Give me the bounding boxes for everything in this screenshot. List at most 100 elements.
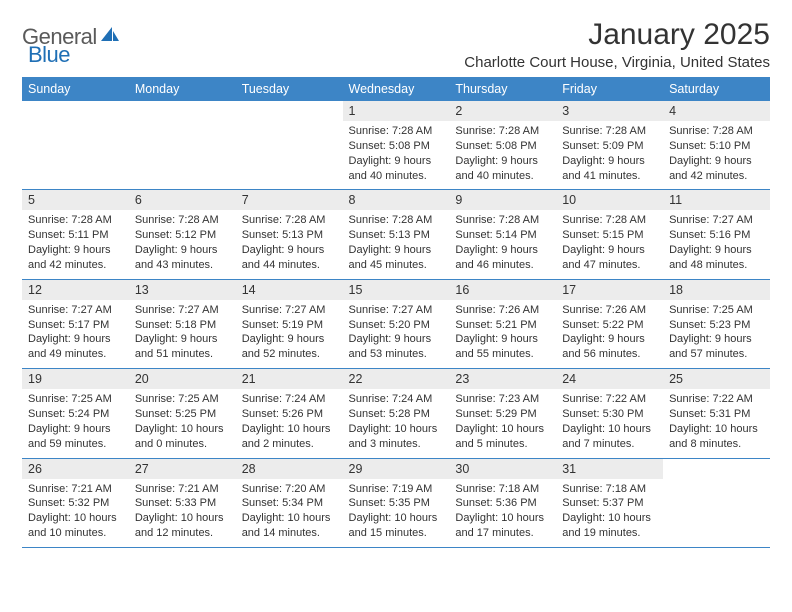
sunrise-value: 7:28 AM (499, 125, 539, 137)
sunrise-value: 7:28 AM (71, 214, 111, 226)
sunset-label: Sunset: (562, 229, 599, 241)
day-number-cell: 22 (343, 369, 450, 390)
sunset-value: 5:17 PM (68, 319, 109, 331)
daylight-label: Daylight: (28, 512, 71, 524)
daylight-label: Daylight: (242, 244, 285, 256)
sunset-label: Sunset: (669, 229, 706, 241)
day-number-cell: 31 (556, 458, 663, 479)
daylight-label: Daylight: (669, 244, 712, 256)
day-detail-cell: Sunrise: 7:21 AMSunset: 5:32 PMDaylight:… (22, 479, 129, 548)
sunrise-label: Sunrise: (562, 304, 602, 316)
sunset-value: 5:32 PM (68, 497, 109, 509)
day-number-cell: 4 (663, 101, 770, 121)
sunrise-label: Sunrise: (455, 125, 495, 137)
sunset-value: 5:30 PM (603, 408, 644, 420)
weekday-header: Monday (129, 77, 236, 101)
day-detail-cell: Sunrise: 7:27 AMSunset: 5:16 PMDaylight:… (663, 210, 770, 279)
sunrise-label: Sunrise: (135, 483, 175, 495)
day-detail-cell: Sunrise: 7:28 AMSunset: 5:11 PMDaylight:… (22, 210, 129, 279)
sunset-label: Sunset: (669, 140, 706, 152)
day-number-cell (22, 101, 129, 121)
sunrise-value: 7:27 AM (712, 214, 752, 226)
day-number-cell: 18 (663, 279, 770, 300)
day-detail-cell: Sunrise: 7:25 AMSunset: 5:23 PMDaylight:… (663, 300, 770, 369)
sunset-value: 5:09 PM (603, 140, 644, 152)
weekday-header: Saturday (663, 77, 770, 101)
day-detail-cell (129, 121, 236, 190)
sunset-label: Sunset: (28, 408, 65, 420)
sunset-label: Sunset: (455, 229, 492, 241)
weekday-header: Wednesday (343, 77, 450, 101)
sunset-label: Sunset: (135, 229, 172, 241)
daylight-label: Daylight: (28, 423, 71, 435)
sunset-value: 5:08 PM (496, 140, 537, 152)
sunset-value: 5:31 PM (709, 408, 750, 420)
header: General January 2025 Charlotte Court Hou… (22, 18, 770, 71)
day-detail-cell: Sunrise: 7:28 AMSunset: 5:15 PMDaylight:… (556, 210, 663, 279)
daylight-label: Daylight: (135, 512, 178, 524)
sunrise-label: Sunrise: (455, 483, 495, 495)
sunrise-label: Sunrise: (455, 304, 495, 316)
sunset-value: 5:36 PM (496, 497, 537, 509)
day-number-cell: 17 (556, 279, 663, 300)
sunset-value: 5:15 PM (603, 229, 644, 241)
day-detail-cell: Sunrise: 7:18 AMSunset: 5:37 PMDaylight:… (556, 479, 663, 548)
day-detail-cell: Sunrise: 7:20 AMSunset: 5:34 PMDaylight:… (236, 479, 343, 548)
day-number-cell: 1 (343, 101, 450, 121)
day-detail-cell: Sunrise: 7:25 AMSunset: 5:25 PMDaylight:… (129, 389, 236, 458)
sunset-label: Sunset: (28, 229, 65, 241)
sunrise-label: Sunrise: (562, 125, 602, 137)
daylight-label: Daylight: (562, 512, 605, 524)
sunrise-value: 7:24 AM (392, 393, 432, 405)
day-number-cell: 8 (343, 190, 450, 211)
day-number-cell: 14 (236, 279, 343, 300)
sunrise-label: Sunrise: (28, 483, 68, 495)
day-detail-cell: Sunrise: 7:28 AMSunset: 5:14 PMDaylight:… (449, 210, 556, 279)
weekday-header-row: Sunday Monday Tuesday Wednesday Thursday… (22, 77, 770, 101)
daylight-label: Daylight: (669, 155, 712, 167)
sunset-label: Sunset: (455, 319, 492, 331)
day-number-row: 262728293031 (22, 458, 770, 479)
day-number-cell: 5 (22, 190, 129, 211)
sunset-value: 5:23 PM (709, 319, 750, 331)
day-detail-cell: Sunrise: 7:28 AMSunset: 5:13 PMDaylight:… (343, 210, 450, 279)
day-detail-cell: Sunrise: 7:19 AMSunset: 5:35 PMDaylight:… (343, 479, 450, 548)
day-detail-cell: Sunrise: 7:28 AMSunset: 5:08 PMDaylight:… (449, 121, 556, 190)
sunrise-label: Sunrise: (135, 304, 175, 316)
daylight-label: Daylight: (242, 512, 285, 524)
sunset-label: Sunset: (349, 319, 386, 331)
sunrise-label: Sunrise: (242, 214, 282, 226)
daylight-label: Daylight: (562, 423, 605, 435)
sunset-value: 5:18 PM (175, 319, 216, 331)
sunrise-value: 7:26 AM (499, 304, 539, 316)
day-number-cell: 25 (663, 369, 770, 390)
sunrise-label: Sunrise: (135, 393, 175, 405)
day-number-cell (236, 101, 343, 121)
day-number-cell: 6 (129, 190, 236, 211)
sunset-label: Sunset: (349, 408, 386, 420)
sunrise-label: Sunrise: (349, 304, 389, 316)
sunset-label: Sunset: (562, 497, 599, 509)
daylight-label: Daylight: (349, 333, 392, 345)
daylight-label: Daylight: (455, 333, 498, 345)
day-detail-cell: Sunrise: 7:25 AMSunset: 5:24 PMDaylight:… (22, 389, 129, 458)
sunrise-value: 7:20 AM (285, 483, 325, 495)
weekday-header: Friday (556, 77, 663, 101)
sunrise-label: Sunrise: (669, 393, 709, 405)
sunrise-value: 7:28 AM (606, 214, 646, 226)
daylight-label: Daylight: (28, 244, 71, 256)
day-number-row: 12131415161718 (22, 279, 770, 300)
sunset-value: 5:10 PM (709, 140, 750, 152)
sunset-value: 5:08 PM (389, 140, 430, 152)
sunrise-value: 7:28 AM (712, 125, 752, 137)
sunset-label: Sunset: (455, 408, 492, 420)
sunset-value: 5:37 PM (603, 497, 644, 509)
sunset-label: Sunset: (349, 497, 386, 509)
sunrise-value: 7:21 AM (71, 483, 111, 495)
day-number-cell (663, 458, 770, 479)
sunrise-label: Sunrise: (28, 214, 68, 226)
sunset-value: 5:29 PM (496, 408, 537, 420)
sail-icon (99, 25, 121, 50)
day-detail-row: Sunrise: 7:28 AM Sunset: 5:08 PM Daylight:… (22, 121, 770, 190)
sunrise-label: Sunrise: (669, 304, 709, 316)
